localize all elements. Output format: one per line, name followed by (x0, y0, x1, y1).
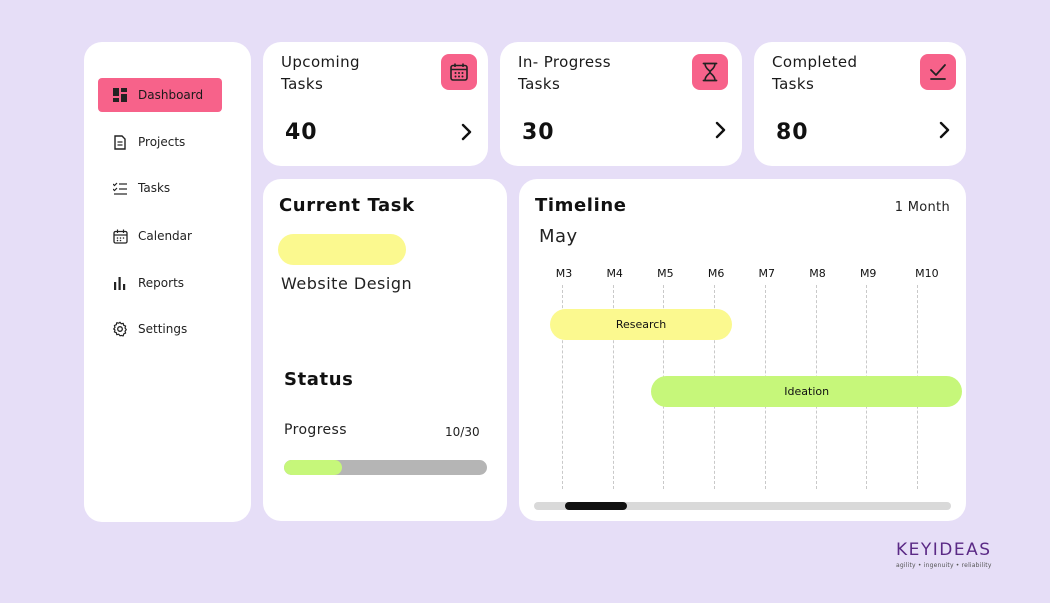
timeline-month: May (539, 226, 578, 247)
timeline-gridline (562, 285, 563, 489)
timeline-column-label: M10 (915, 267, 939, 280)
timeline-gridline (612, 285, 614, 489)
checkmark-icon (920, 54, 956, 90)
timeline-column-label: M5 (657, 267, 674, 280)
timeline-title: Timeline (535, 195, 627, 216)
timeline-card: Timeline 1 Month May M3 M4 M5 M6 M7 M8 M9 M10 Re… (519, 179, 966, 521)
upcoming-tasks-label: Upcoming Tasks (281, 53, 360, 93)
status-title: Status (284, 369, 354, 390)
timeline-column-label: M6 (707, 267, 725, 280)
hourglass-icon (692, 54, 728, 90)
in-progress-tasks-count: 30 (522, 120, 555, 145)
timeline-column-label: M9 (859, 267, 877, 280)
progress-bar (284, 460, 487, 475)
chevron-right-icon[interactable] (460, 122, 474, 142)
document-icon (112, 134, 128, 150)
completed-tasks-label: Completed Tasks (772, 53, 858, 93)
gear-icon (112, 321, 128, 337)
sidebar-item-label: Reports (138, 276, 185, 290)
calendar-icon (112, 228, 128, 244)
timeline-scrollbar-thumb[interactable] (565, 502, 627, 510)
task-tag (278, 234, 406, 265)
sidebar-item-label: Calendar (138, 229, 192, 243)
sidebar-item-reports[interactable]: Reports (98, 266, 222, 300)
upcoming-tasks-card[interactable]: Upcoming Tasks 40 (263, 42, 488, 166)
timeline-range-select[interactable]: 1 Month (894, 200, 950, 215)
in-progress-tasks-label: In- Progress Tasks (518, 53, 611, 93)
current-task-title: Current Task (279, 195, 415, 216)
brand-name: KEYIDEAS (896, 540, 992, 560)
sidebar-item-label: Settings (138, 322, 188, 336)
timeline-bar-research[interactable]: Research (550, 309, 733, 340)
progress-label: Progress (284, 422, 347, 438)
sidebar-item-calendar[interactable]: Calendar (98, 219, 222, 253)
completed-tasks-count: 80 (776, 120, 809, 145)
sidebar-item-label: Dashboard (138, 88, 204, 102)
chevron-right-icon[interactable] (714, 120, 728, 140)
sidebar-item-label: Projects (138, 135, 186, 149)
upcoming-tasks-count: 40 (285, 120, 318, 145)
timeline-column-label: M8 (809, 267, 826, 280)
sidebar-item-projects[interactable]: Projects (98, 125, 222, 159)
calendar-icon (441, 54, 477, 90)
brand-logo: KEYIDEAS agility • ingenuity • reliabili… (896, 540, 1006, 569)
sidebar-item-settings[interactable]: Settings (98, 312, 222, 346)
task-name: Website Design (281, 274, 413, 293)
sidebar: Dashboard Projects Tasks Calendar Report… (84, 42, 251, 522)
timeline-column-label: M4 (606, 267, 623, 280)
sidebar-item-label: Tasks (138, 181, 171, 195)
sidebar-item-dashboard[interactable]: Dashboard (98, 78, 222, 112)
sidebar-item-tasks[interactable]: Tasks (98, 171, 222, 205)
timeline-column-label: M7 (758, 267, 776, 280)
timeline-bar-ideation[interactable]: Ideation (651, 376, 962, 407)
progress-bar-fill (284, 460, 342, 475)
in-progress-tasks-card[interactable]: In- Progress Tasks 30 (500, 42, 742, 166)
timeline-column-label: M3 (555, 267, 573, 280)
chevron-right-icon[interactable] (938, 120, 952, 140)
bar-chart-icon (112, 275, 128, 291)
checklist-icon (112, 180, 128, 196)
brand-tagline: agility • ingenuity • reliability (896, 562, 992, 569)
progress-count: 10/30 (445, 425, 480, 439)
current-task-card: Current Task Website Design Status Progr… (263, 179, 507, 521)
timeline-scrollbar[interactable] (534, 502, 951, 510)
completed-tasks-card[interactable]: Completed Tasks 80 (754, 42, 966, 166)
dashboard-icon (112, 87, 128, 103)
